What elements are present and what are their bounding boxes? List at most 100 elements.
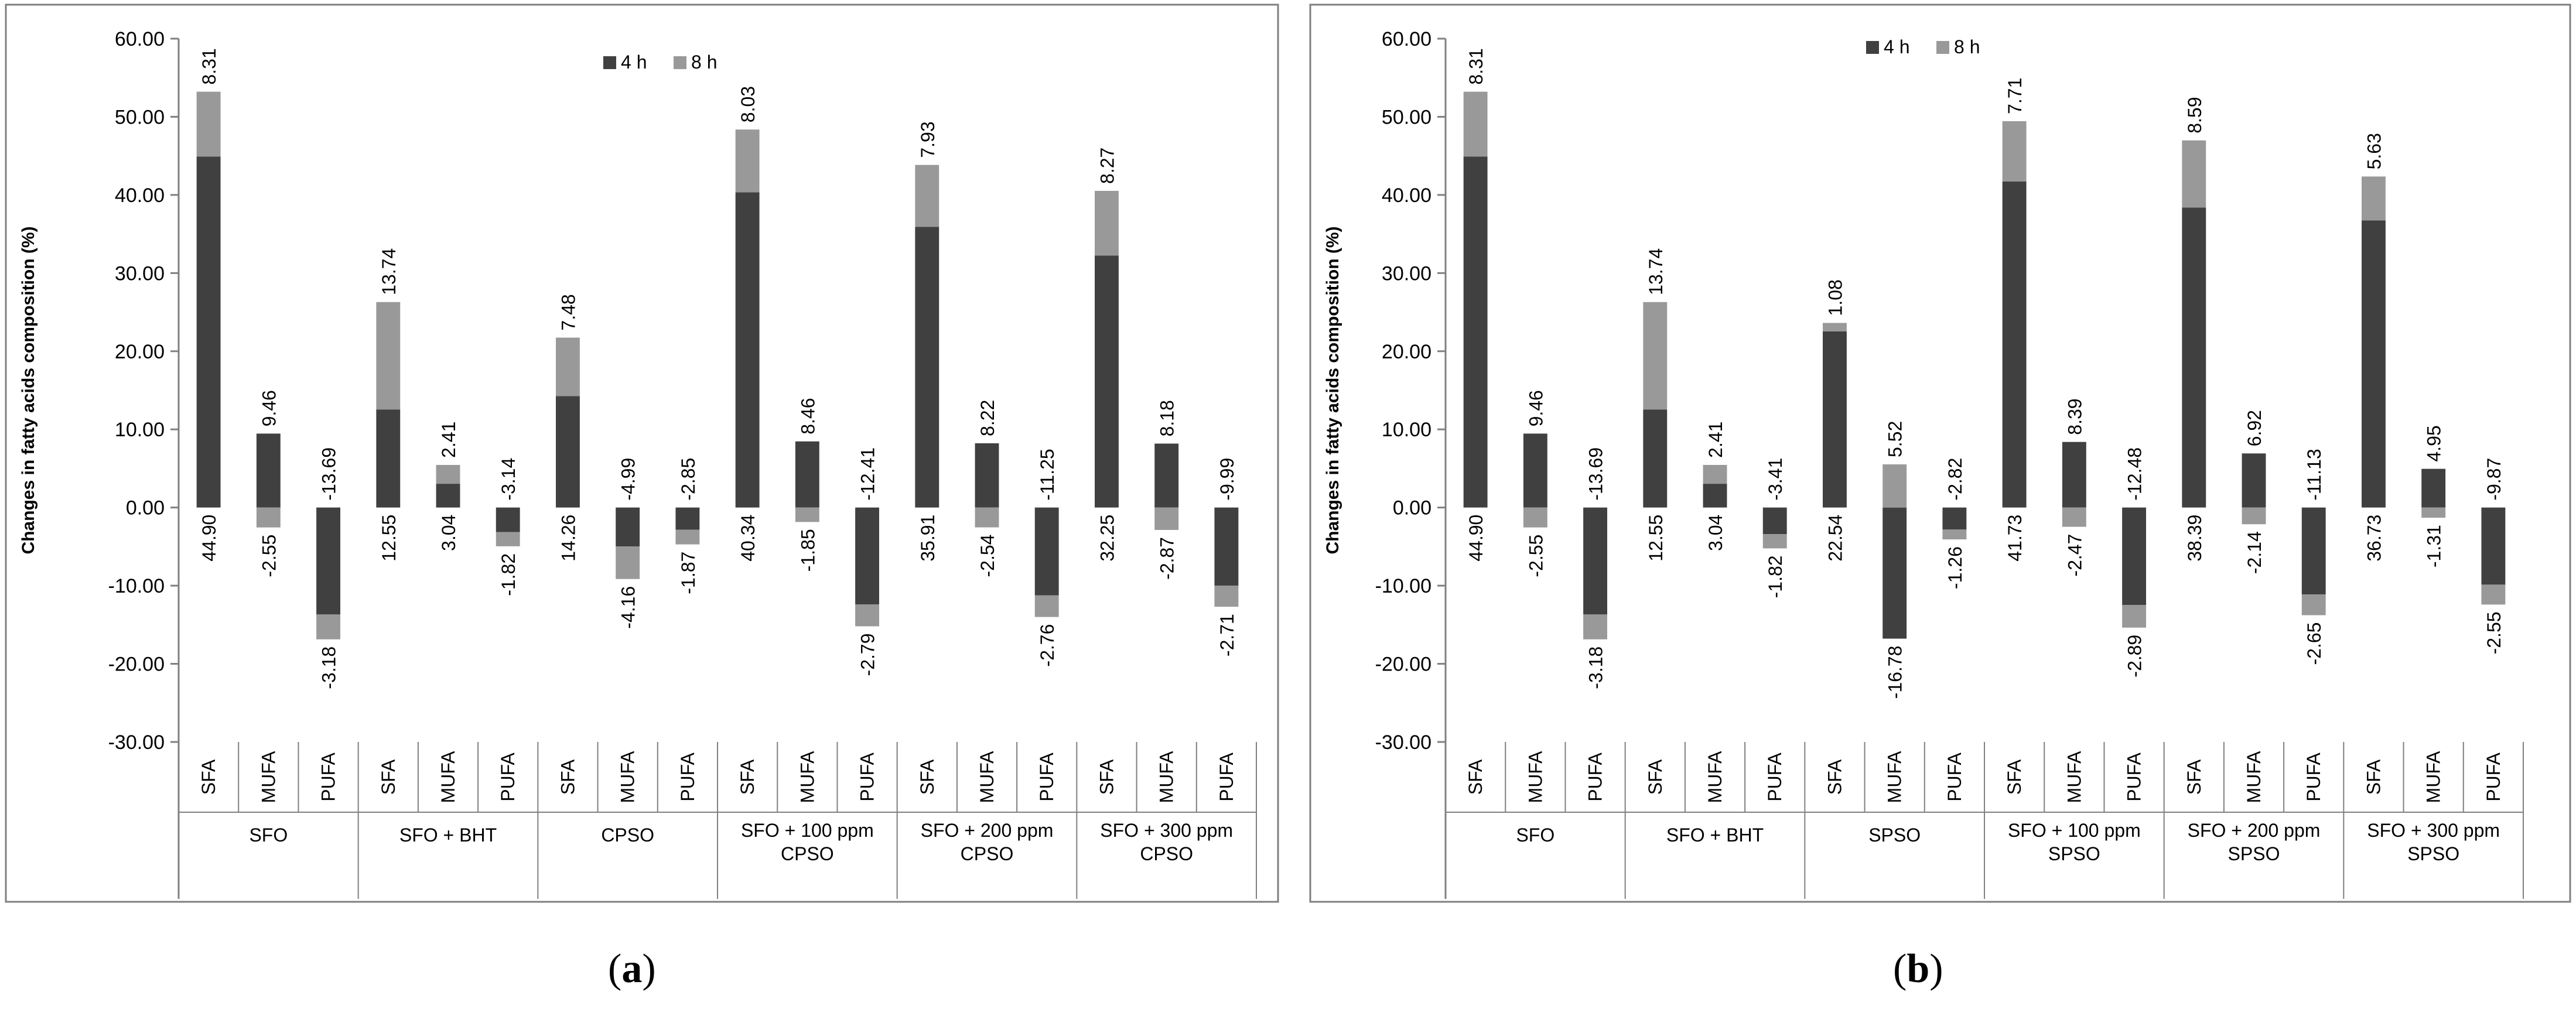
chart-b-data-label-top: 2.41 (1705, 422, 1726, 458)
chart-b-data-label-bottom: 38.39 (2184, 515, 2205, 562)
chart-a-category-label: MUFA (617, 751, 638, 803)
chart-a-bar-8h (256, 507, 281, 528)
chart-a-data-label-top: 8.27 (1096, 148, 1118, 184)
chart-b-bar-8h (2421, 507, 2446, 518)
chart-b-category-label: PUFA (2303, 752, 2324, 802)
chart-a-bar-8h (1154, 507, 1179, 530)
chart-a-group-label: SFO + 300 ppm (1100, 820, 1233, 841)
chart-a-data-label-top: -4.99 (618, 458, 639, 501)
chart-b-bar-4h (2242, 453, 2266, 508)
chart-a-bar-4h (1034, 507, 1059, 596)
chart-a-category-label: SFA (198, 759, 219, 795)
chart-b-category-label: MUFA (1704, 751, 1726, 803)
chart-b-y-tick-label: 50.00 (1382, 106, 1432, 128)
chart-a-data-label-top: 8.46 (797, 398, 818, 434)
chart-a-bar-4h (316, 507, 340, 615)
chart-b-data-label-top: 8.31 (1465, 48, 1487, 84)
chart-a-data-label-top: 9.46 (258, 390, 279, 426)
chart-a-bar-8h (795, 507, 819, 522)
chart-b-category-label: PUFA (1764, 752, 1785, 802)
chart-b-data-label-bottom: -2.89 (2124, 635, 2145, 678)
chart-b-frame (1309, 4, 2571, 903)
chart-b-bar-8h (2122, 605, 2146, 628)
chart-a-bar-4h (616, 507, 640, 547)
chart-a-group-label: SFO (249, 825, 288, 846)
chart-a-data-label-top: 2.41 (438, 422, 459, 458)
chart-b-bar-4h (2182, 207, 2206, 508)
chart-a-y-tick-label: 0.00 (126, 497, 165, 519)
chart-a-y-axis-label: Changes in fatty acids composition (%) (19, 226, 38, 554)
chart-a-data-label-bottom: -2.55 (258, 535, 279, 577)
chart-b-y-tick-label: 20.00 (1382, 341, 1432, 363)
chart-a-category-label: SFA (917, 759, 938, 795)
chart-a-data-label-top: 7.48 (558, 294, 579, 330)
caption-a-letter: a (621, 946, 643, 991)
chart-b-group-label: SPSO (1868, 825, 1921, 846)
chart-a-data-label-bottom: 35.91 (917, 515, 938, 562)
chart-b-bar-8h (2182, 140, 2206, 208)
chart-b-data-label-bottom: -3.18 (1586, 646, 1607, 689)
chart-b-bar-4h (2002, 181, 2027, 508)
chart-a-category-label: MUFA (438, 751, 459, 803)
chart-a-category-label: PUFA (497, 752, 518, 802)
chart-b-group-label: SFO + 200 ppm (2188, 820, 2321, 841)
chart-b-bar-4h (2481, 507, 2506, 585)
chart-a-group-label: SFO + BHT (399, 825, 497, 846)
chart-b-y-tick-label: 0.00 (1393, 497, 1432, 519)
chart-b-bar-4h (2421, 468, 2446, 508)
chart-b-legend-swatch-8h (1936, 41, 1949, 54)
chart-a-data-label-bottom: -3.18 (319, 646, 340, 689)
chart-a-category-label: MUFA (258, 751, 279, 803)
chart-b-category-label: SFA (2004, 759, 2025, 795)
chart-b-category-label: MUFA (1525, 751, 1546, 803)
chart-b-data-label-top: -11.13 (2304, 449, 2325, 500)
chart-a-data-label-bottom: -1.85 (797, 529, 818, 572)
chart-b-category-label: MUFA (2243, 751, 2264, 803)
chart-a-data-label-top: -9.99 (1217, 458, 1238, 501)
chart-b-bar-8h (2301, 594, 2326, 615)
chart-b-group-label: SPSO (2048, 843, 2100, 864)
chart-b-bar-4h (1762, 507, 1787, 535)
chart-b-y-tick-label: -10.00 (1375, 575, 1432, 597)
chart-b-bar-8h (2002, 121, 2027, 182)
chart-a-data-label-top: 8.22 (977, 400, 998, 436)
chart-a-group-label: SFO + 100 ppm (741, 820, 874, 841)
chart-b-data-label-top: 7.71 (2004, 78, 2025, 114)
chart-a-bar-4h (915, 227, 939, 508)
chart-a-data-label-top: 8.03 (737, 86, 759, 122)
chart-b-y-tick-label: 10.00 (1382, 419, 1432, 441)
chart-b-bar-4h (1942, 507, 1967, 530)
chart-b-y-tick-label: 30.00 (1382, 262, 1432, 285)
chart-b-data-label-top: -3.41 (1765, 458, 1786, 501)
chart-a-legend-swatch-8h (674, 56, 686, 69)
chart-a-bar-4h (975, 443, 999, 508)
chart-a-data-label-bottom: 40.34 (737, 515, 759, 562)
chart-a-category-label: MUFA (797, 751, 818, 803)
chart-a-bar-4h (1154, 443, 1179, 508)
chart-a-category-label: PUFA (1036, 752, 1057, 802)
chart-b-bar-8h (1762, 534, 1787, 549)
chart-b-bar-8h (2362, 176, 2386, 221)
chart-a-category-label: MUFA (976, 751, 997, 803)
chart-a-bar-4h (855, 507, 879, 605)
chart-b-group-label: SFO + 300 ppm (2367, 820, 2500, 841)
chart-b-data-label-bottom: -2.55 (1525, 535, 1546, 577)
chart-a-legend-8h: 8 h (691, 52, 717, 73)
chart-b-category-label: PUFA (2124, 752, 2145, 802)
chart-b-data-label-bottom: 41.73 (2004, 515, 2025, 562)
chart-a-bar-4h (795, 441, 819, 508)
chart-a-bar-8h (735, 129, 760, 193)
chart-a-data-label-bottom: 12.55 (378, 515, 399, 562)
chart-a-data-label-bottom: -1.87 (678, 552, 699, 594)
chart-b-category-label: MUFA (1884, 751, 1905, 803)
chart-a-category-label: PUFA (1216, 752, 1237, 802)
chart-a-data-label-bottom: 14.26 (558, 515, 579, 562)
chart-b-data-label-bottom: -16.78 (1885, 646, 1906, 699)
chart-a-y-tick-label: 50.00 (115, 106, 165, 128)
chart-b-data-label-top: 5.52 (1885, 421, 1906, 457)
chart-a-group-label: CPSO (781, 843, 834, 864)
chart-b-bar-4h (2122, 507, 2146, 606)
chart-b-data-label-top: 8.59 (2184, 97, 2205, 133)
chart-b-bar-4h (2362, 220, 2386, 508)
chart-b-data-label-bottom: 3.04 (1705, 515, 1726, 551)
